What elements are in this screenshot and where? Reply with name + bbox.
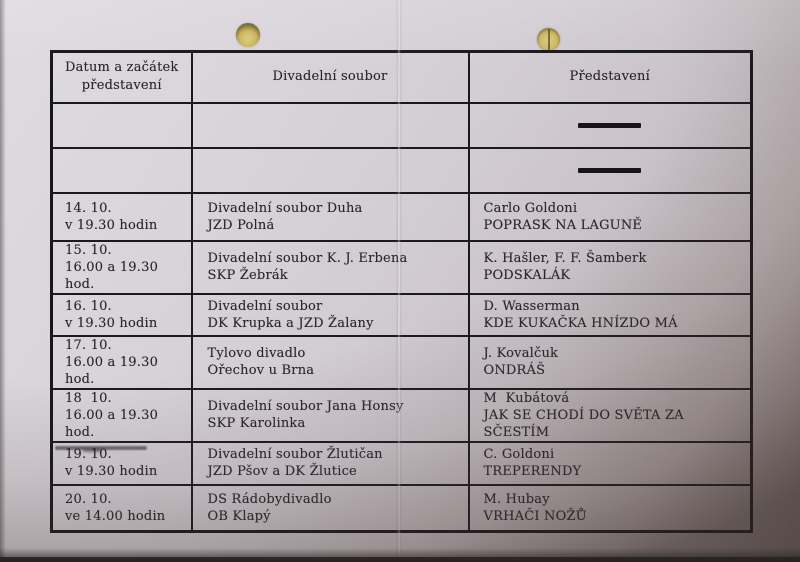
cell-ensemble: DS Rádobydivadlo OB Klapý [190, 483, 470, 533]
cell-date: 16. 10. v 19.30 hodin [50, 292, 193, 337]
cell-ensemble: Tylovo divadlo Ořechov u Brna [190, 334, 470, 390]
punch-hole-left [236, 23, 260, 47]
schedule-table: Datum a začátek představení Divadelní so… [50, 50, 753, 533]
header-date: Datum a začátek představení [50, 50, 193, 104]
cell-ensemble: Divadelní soubor Žlutičan JZD Pšov a DK … [190, 440, 470, 486]
cell-date: 19. 10. v 19.30 hodin [50, 440, 193, 486]
cell-date-empty [50, 101, 193, 149]
cell-ensemble-empty [190, 146, 470, 194]
empty-row [50, 101, 753, 149]
cell-performance-empty [467, 101, 753, 149]
dash-mark [578, 122, 642, 128]
dash-mark [578, 167, 642, 173]
cell-performance: M Kubátová JAK SE CHODÍ DO SVĚTA ZA SČES… [467, 387, 753, 443]
cell-date: 18 10. 16.00 a 19.30 hod. [50, 387, 193, 443]
fastener-slit-icon [547, 29, 550, 50]
cell-date: 17. 10. 16.00 a 19.30 hod. [50, 334, 193, 390]
table-row: 20. 10. ve 14.00 hodin DS Rádobydivadlo … [50, 483, 753, 533]
cell-date: 15. 10. 16.00 a 19.30 hod. [50, 239, 193, 295]
cell-performance: M. Hubay VRHAČI NOŽŮ [467, 483, 753, 533]
punch-hole-right [537, 28, 560, 51]
cell-performance-empty [467, 146, 753, 194]
header-ensemble: Divadelní soubor [190, 50, 470, 104]
table-row: 14. 10. v 19.30 hodin Divadelní soubor D… [50, 191, 753, 242]
cell-date: 14. 10. v 19.30 hodin [50, 191, 193, 242]
table-row: 15. 10. 16.00 a 19.30 hod. Divadelní sou… [50, 239, 753, 295]
table-row: 17. 10. 16.00 a 19.30 hod. Tylovo divadl… [50, 334, 753, 390]
cell-performance: D. Wasserman KDE KUKAČKA HNÍZDO MÁ [467, 292, 753, 337]
cell-ensemble: Divadelní soubor Jana Honsy SKP Karolink… [190, 387, 470, 443]
header-performance: Představení [467, 50, 753, 104]
cell-ensemble: Divadelní soubor DK Krupka a JZD Žalany [190, 292, 470, 337]
cell-performance: J. Kovalčuk ONDRÁŠ [467, 334, 753, 390]
cell-performance: Carlo Goldoni POPRASK NA LAGUNĚ [467, 191, 753, 242]
cell-date-empty [50, 146, 193, 194]
cell-date: 20. 10. ve 14.00 hodin [50, 483, 193, 533]
table-row: 18 10. 16.00 a 19.30 hod. Divadelní soub… [50, 387, 753, 443]
empty-row [50, 146, 753, 194]
table-row: 16. 10. v 19.30 hodin Divadelní soubor D… [50, 292, 753, 337]
cell-ensemble-empty [190, 101, 470, 149]
cell-ensemble: Divadelní soubor K. J. Erbena SKP Žebrák [190, 239, 470, 295]
cell-ensemble: Divadelní soubor Duha JZD Polná [190, 191, 470, 242]
header-row: Datum a začátek představení Divadelní so… [50, 50, 753, 104]
table-row: 19. 10. v 19.30 hodin Divadelní soubor Ž… [50, 440, 753, 486]
cell-performance: C. Goldoni TREPERENDY [467, 440, 753, 486]
cell-performance: K. Hašler, F. F. Šamberk PODSKALÁK [467, 239, 753, 295]
